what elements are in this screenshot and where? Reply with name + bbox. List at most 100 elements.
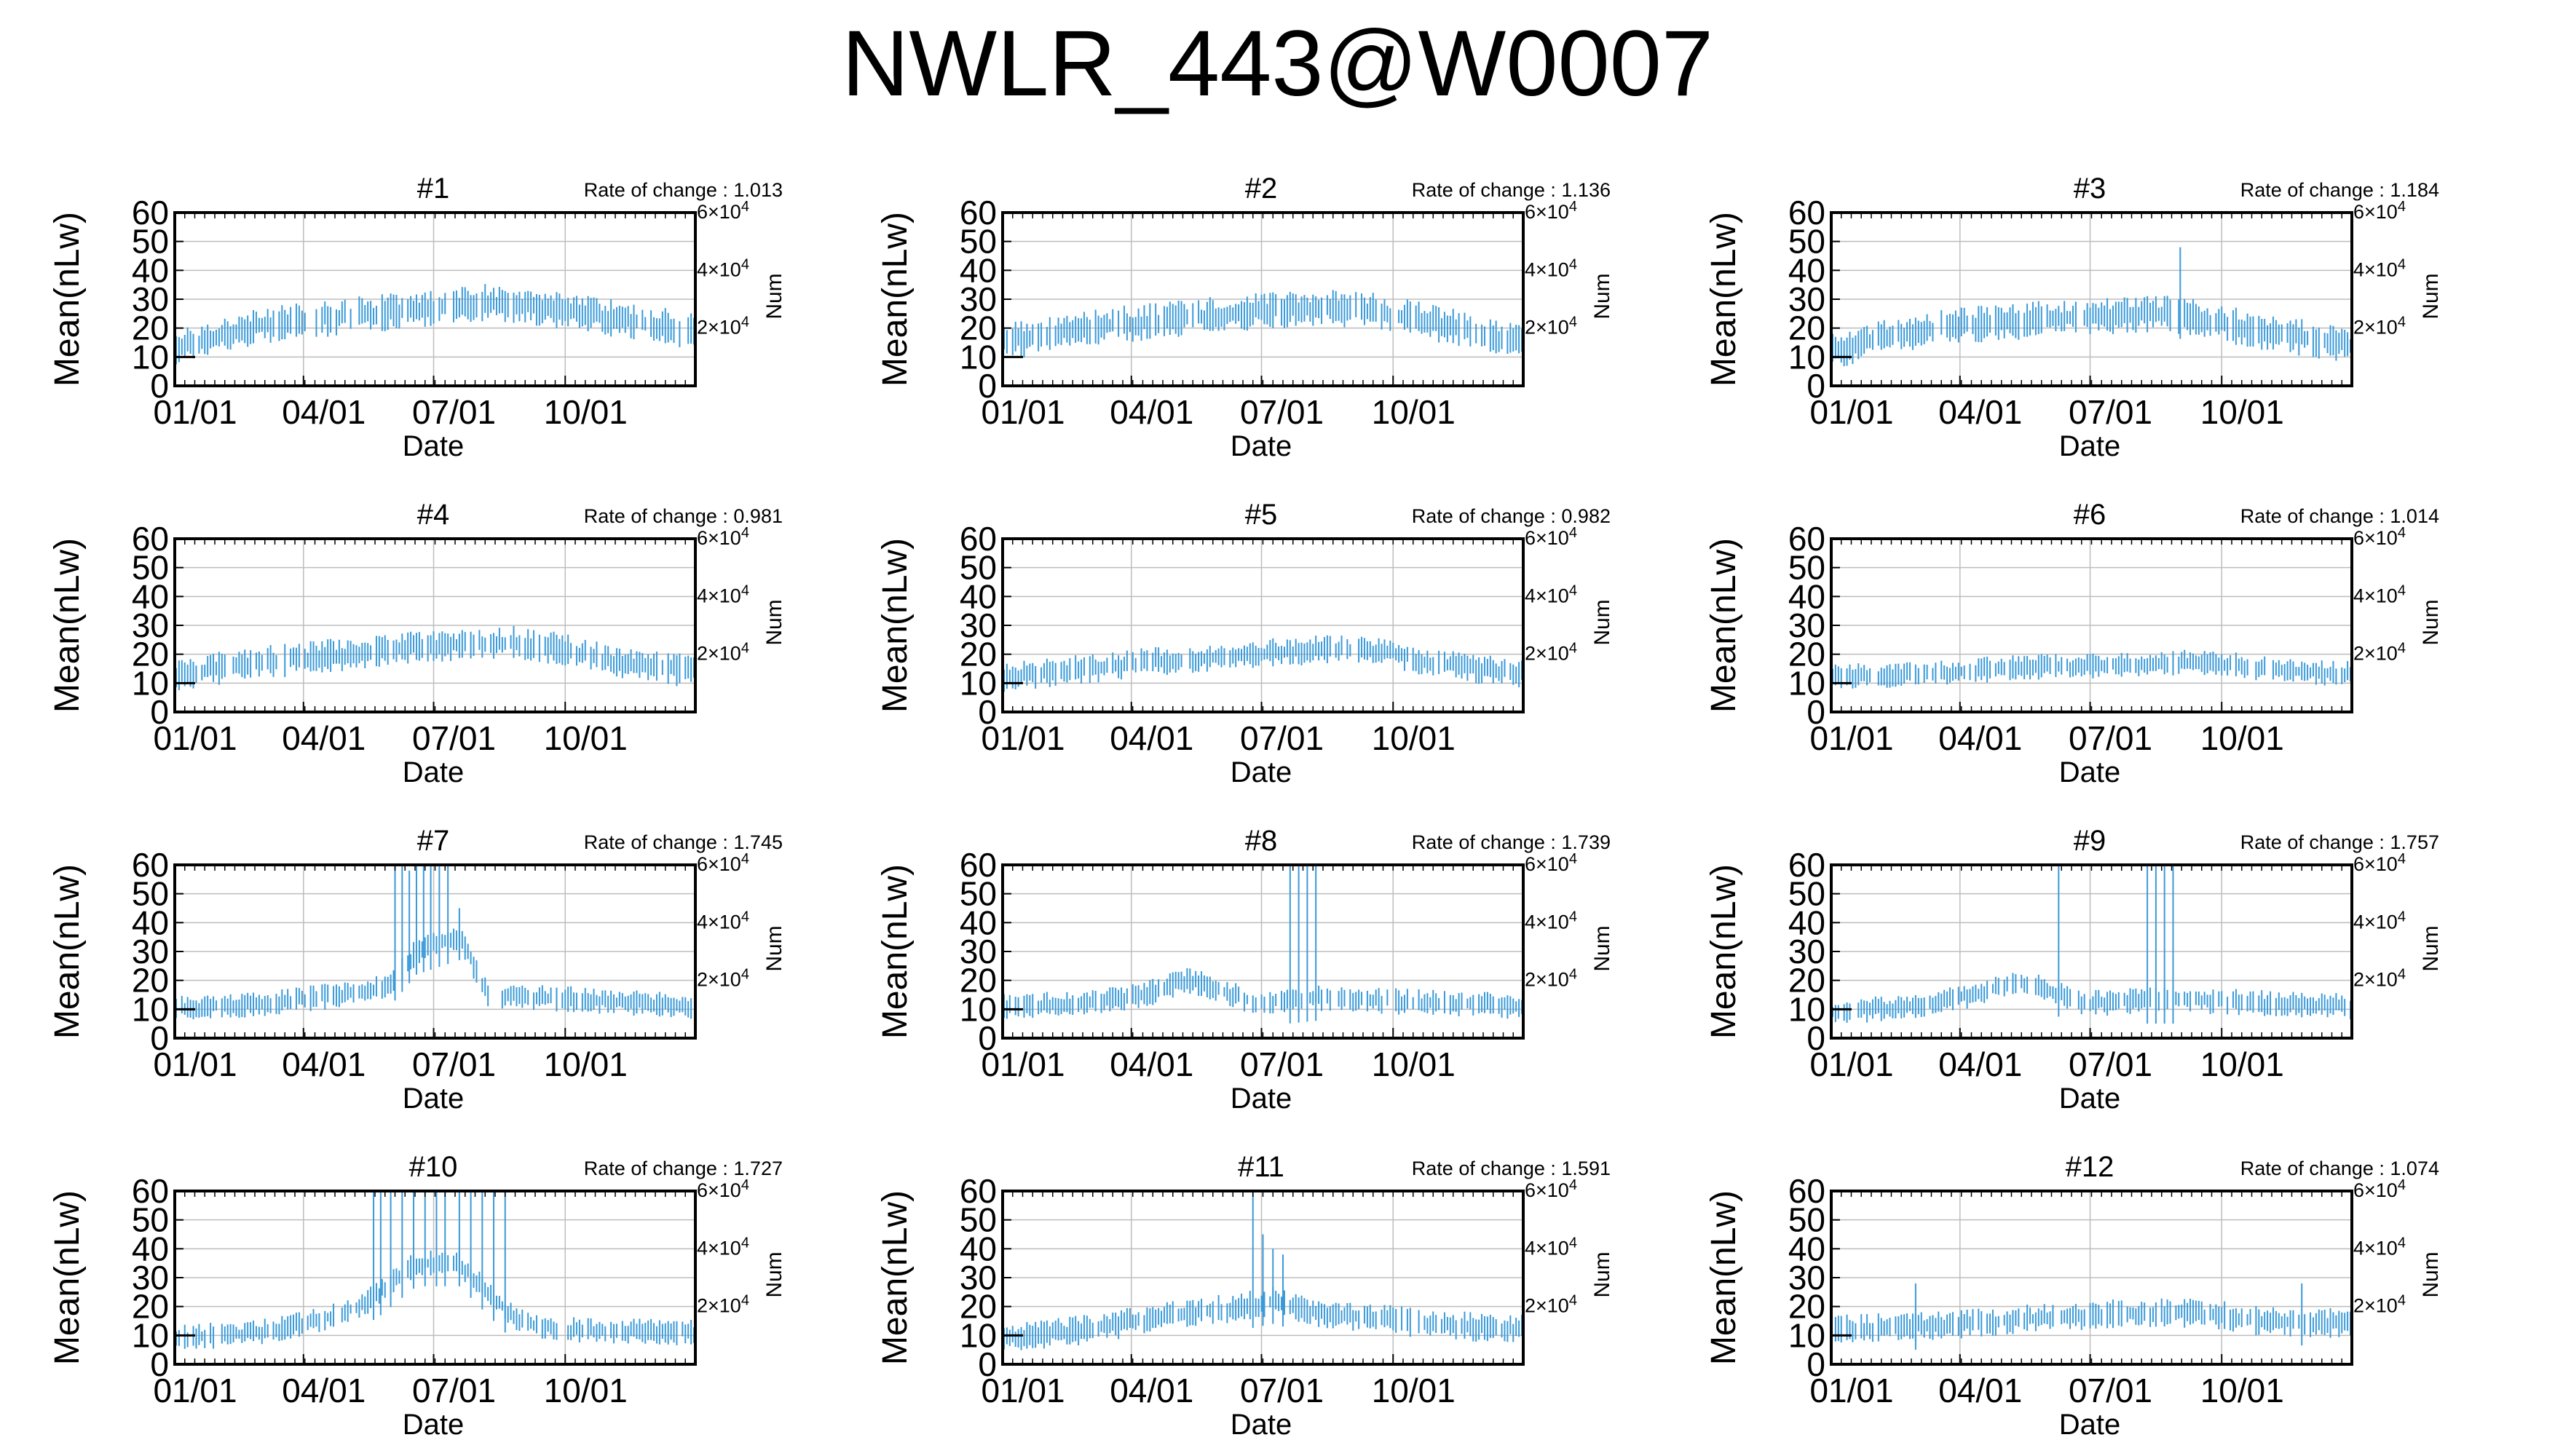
x-axis-label: Date <box>1231 1409 1292 1441</box>
x-tick-label: 07/01 <box>1240 393 1324 431</box>
x-tick-label: 04/01 <box>1110 719 1193 757</box>
secondary-tick-label: 2×104 <box>2353 641 2406 665</box>
secondary-tick-label: 2×104 <box>697 641 749 665</box>
y-axis-label: Mean(nLw) <box>876 1190 915 1365</box>
x-tick-label: 07/01 <box>2069 719 2152 757</box>
y-tick-label: 10 <box>960 664 997 702</box>
rate-of-change: Rate of change : 0.981 <box>584 505 783 527</box>
y-tick-label: 10 <box>960 990 997 1028</box>
rate-of-change: Rate of change : 1.727 <box>584 1158 783 1179</box>
y-tick-label: 20 <box>960 309 997 347</box>
secondary-tick-label: 2×104 <box>1525 314 1577 339</box>
y-axis-label: Mean(nLw) <box>1705 1190 1743 1365</box>
y-tick-label: 60 <box>132 194 169 232</box>
y-tick-label: 30 <box>132 280 169 318</box>
y-tick-label: 10 <box>1788 990 1825 1028</box>
y-tick-label: 10 <box>960 1316 997 1354</box>
secondary-axis-label: Num <box>762 925 786 971</box>
y-tick-label: 60 <box>960 194 997 232</box>
secondary-tick-label: 4×104 <box>697 1235 749 1259</box>
y-tick-label: 10 <box>132 990 169 1028</box>
y-tick-label: 20 <box>132 309 169 347</box>
secondary-tick-label: 6×104 <box>1525 199 1577 223</box>
x-tick-label: 07/01 <box>2069 1045 2152 1083</box>
rate-of-change: Rate of change : 1.136 <box>1412 179 1611 201</box>
x-tick-label: 04/01 <box>1110 1372 1193 1409</box>
secondary-tick-label: 2×104 <box>697 967 749 991</box>
x-tick-label: 01/01 <box>153 719 237 757</box>
y-tick-label: 60 <box>960 1172 997 1210</box>
x-tick-label: 10/01 <box>2200 719 2284 757</box>
x-axis-label: Date <box>1231 430 1292 462</box>
x-tick-label: 10/01 <box>1372 1045 1456 1083</box>
secondary-tick-label: 2×104 <box>697 1293 749 1317</box>
y-tick-label: 50 <box>132 875 169 913</box>
y-tick-label: 50 <box>960 549 997 587</box>
y-tick-label: 60 <box>132 520 169 558</box>
panel-title: #2 <box>1245 173 1278 205</box>
panel-title: #5 <box>1245 499 1278 531</box>
x-tick-label: 01/01 <box>153 393 237 431</box>
secondary-tick-label: 2×104 <box>1525 1293 1577 1317</box>
secondary-tick-label: 4×104 <box>1525 909 1577 933</box>
y-tick-label: 60 <box>960 520 997 558</box>
x-tick-label: 10/01 <box>544 719 628 757</box>
y-axis-label: Mean(nLw) <box>876 864 915 1039</box>
y-tick-label: 0 <box>150 1345 169 1383</box>
y-tick-label: 30 <box>1788 280 1825 318</box>
rate-of-change: Rate of change : 0.982 <box>1412 505 1611 527</box>
secondary-axis-label: Num <box>762 273 786 319</box>
y-axis-label: Mean(nLw) <box>48 864 87 1039</box>
secondary-tick-label: 2×104 <box>1525 641 1577 665</box>
y-tick-label: 50 <box>960 1201 997 1239</box>
y-tick-label: 50 <box>1788 875 1825 913</box>
secondary-axis-label: Num <box>1590 599 1614 645</box>
panel-title: #10 <box>409 1151 458 1183</box>
x-tick-label: 10/01 <box>1372 719 1456 757</box>
y-axis-label: Mean(nLw) <box>876 212 915 387</box>
y-tick-label: 30 <box>132 933 169 970</box>
x-tick-label: 07/01 <box>412 719 496 757</box>
y-tick-label: 30 <box>960 606 997 644</box>
y-tick-label: 20 <box>1788 309 1825 347</box>
y-axis-label: Mean(nLw) <box>1705 212 1743 387</box>
rate-of-change: Rate of change : 1.757 <box>2240 831 2439 853</box>
panel-title: #8 <box>1245 825 1278 857</box>
secondary-axis-label: Num <box>2419 1251 2443 1297</box>
rate-of-change: Rate of change : 1.591 <box>1412 1158 1611 1179</box>
x-tick-label: 10/01 <box>544 1372 628 1409</box>
y-tick-label: 20 <box>132 636 169 673</box>
y-tick-label: 0 <box>978 1345 997 1383</box>
y-tick-label: 0 <box>978 693 997 731</box>
secondary-tick-label: 4×104 <box>2353 1235 2406 1259</box>
x-tick-label: 04/01 <box>1110 393 1193 431</box>
y-tick-label: 20 <box>960 1288 997 1326</box>
page-title: NWLR_443@W0007 <box>841 12 1714 116</box>
y-tick-label: 10 <box>132 338 169 376</box>
y-tick-label: 40 <box>960 577 997 615</box>
secondary-axis-label: Num <box>762 1251 786 1297</box>
rate-of-change: Rate of change : 1.014 <box>2240 505 2439 527</box>
secondary-tick-label: 6×104 <box>1525 1177 1577 1201</box>
y-tick-label: 40 <box>132 577 169 615</box>
secondary-tick-label: 6×104 <box>697 851 749 875</box>
secondary-tick-label: 6×104 <box>2353 1177 2406 1201</box>
y-axis-label: Mean(nLw) <box>1705 864 1743 1039</box>
secondary-tick-label: 6×104 <box>2353 199 2406 223</box>
y-tick-label: 60 <box>1788 194 1825 232</box>
x-tick-label: 04/01 <box>1110 1045 1193 1083</box>
y-tick-label: 30 <box>960 280 997 318</box>
y-axis-label: Mean(nLw) <box>48 538 87 713</box>
y-tick-label: 30 <box>960 1259 997 1297</box>
secondary-tick-label: 4×104 <box>2353 909 2406 933</box>
y-tick-label: 60 <box>132 846 169 884</box>
y-tick-label: 60 <box>960 846 997 884</box>
y-tick-label: 20 <box>1788 636 1825 673</box>
